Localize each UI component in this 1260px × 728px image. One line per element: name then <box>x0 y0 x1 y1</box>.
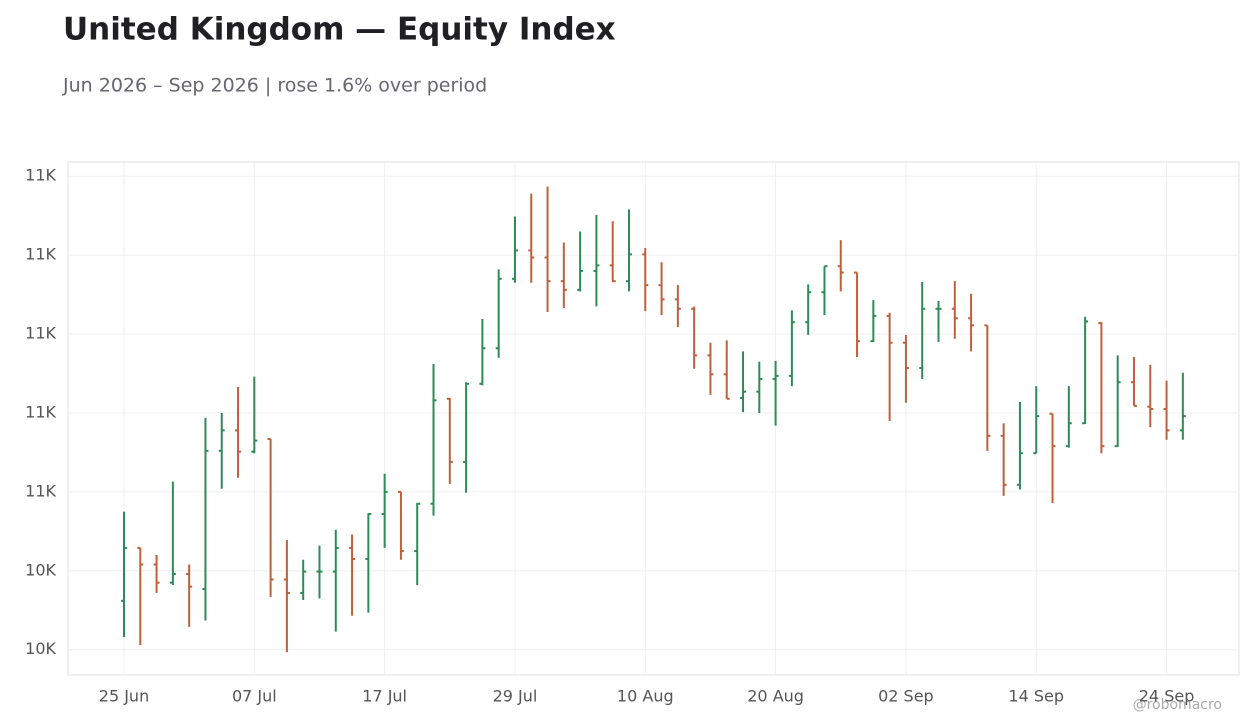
x-tick-label: 07 Jul <box>232 687 277 706</box>
y-tick-label: 11K <box>25 402 56 421</box>
x-tick-label: 20 Aug <box>747 687 804 706</box>
x-tick-label: 29 Jul <box>493 687 538 706</box>
y-tick-label: 11K <box>25 481 56 500</box>
y-tick-label: 11K <box>25 245 56 264</box>
chart-title: United Kingdom — Equity Index <box>63 12 616 48</box>
y-tick-label: 10K <box>25 639 56 658</box>
x-tick-label: 24 Sep <box>1139 687 1195 706</box>
chart-subtitle: Jun 2026 – Sep 2026 | rose 1.6% over per… <box>62 75 487 97</box>
x-tick-label: 10 Aug <box>617 687 674 706</box>
y-tick-label: 11K <box>25 166 56 185</box>
x-tick-label: 02 Sep <box>878 687 934 706</box>
plot-frame <box>67 161 1240 676</box>
x-tick-label: 17 Jul <box>362 687 407 706</box>
y-tick-label: 11K <box>25 324 56 343</box>
y-tick-label: 10K <box>25 560 56 579</box>
x-tick-label: 25 Jun <box>99 687 149 706</box>
x-tick-label: 14 Sep <box>1008 687 1064 706</box>
watermark: @robomacro <box>1133 697 1222 713</box>
